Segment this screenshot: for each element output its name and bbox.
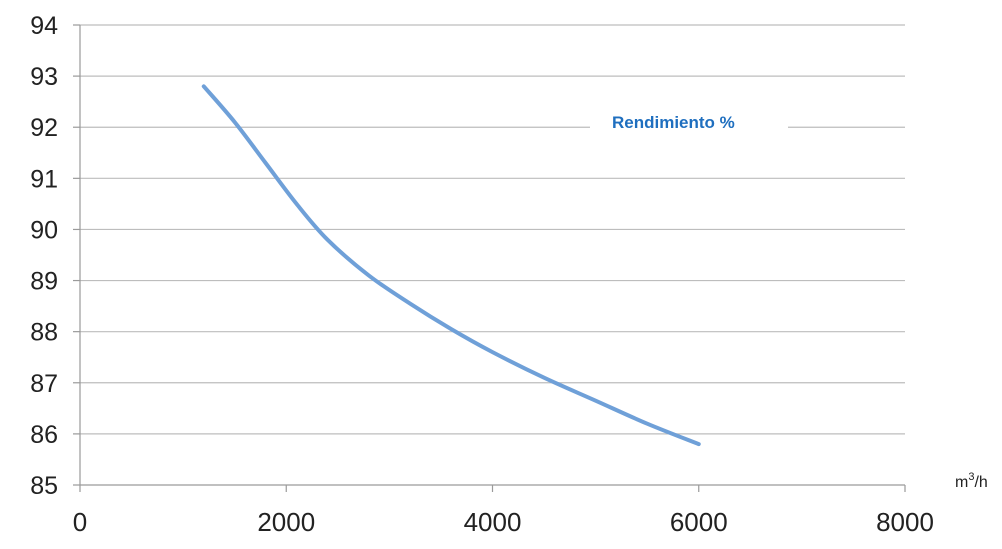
- x-tick-label-6000: 6000: [670, 507, 728, 537]
- x-tick-label-0: 0: [73, 507, 87, 537]
- y-tick-label-94: 94: [30, 12, 58, 40]
- y-tick-label-87: 87: [30, 370, 58, 398]
- y-axis-ticks: 85 86 87 88 89 90 91 92 93 94: [30, 12, 80, 500]
- axes: [79, 25, 905, 486]
- y-tick-label-93: 93: [30, 63, 58, 91]
- x-tick-label-2000: 2000: [257, 507, 315, 537]
- series-group: [201, 84, 701, 447]
- x-axis-ticks: 0 2000 4000 6000 8000: [73, 485, 934, 537]
- x-axis-unit: m3/h: [955, 471, 988, 491]
- x-unit-suffix: /h: [974, 474, 987, 491]
- x-tick-label-4000: 4000: [464, 507, 522, 537]
- y-tick-label-92: 92: [30, 114, 58, 142]
- legend: Rendimiento %: [590, 108, 788, 138]
- x-unit-superscript: 3: [968, 471, 974, 483]
- y-tick-label-86: 86: [30, 421, 58, 449]
- legend-label: Rendimiento %: [612, 113, 735, 132]
- y-tick-label-88: 88: [30, 319, 58, 347]
- x-tick-label-8000: 8000: [876, 507, 934, 537]
- x-unit-base: m: [955, 474, 968, 491]
- series-line-0: [201, 84, 701, 447]
- y-tick-label-91: 91: [30, 165, 58, 193]
- y-tick-label-85: 85: [30, 472, 58, 500]
- y-tick-label-89: 89: [30, 268, 58, 296]
- legend-background: [590, 108, 788, 138]
- grid-lines: [80, 24, 905, 435]
- y-tick-label-90: 90: [30, 216, 58, 244]
